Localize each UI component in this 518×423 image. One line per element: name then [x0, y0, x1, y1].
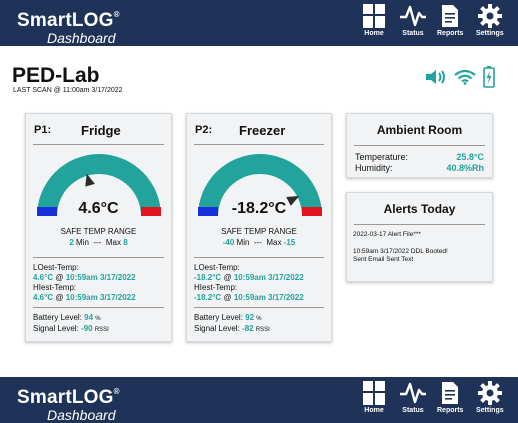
min-max-temps: LOest-Temp: -18.2°C @ 10:59am 3/17/2022 … — [194, 263, 304, 302]
ambient-humidity: Humidity: 40.8%Rh — [355, 163, 484, 173]
nav-home-button[interactable]: Home — [363, 4, 385, 37]
nav-settings-button[interactable]: Settings — [476, 381, 504, 414]
home-grid-icon — [363, 381, 385, 405]
device-levels: Battery Level: 94 % Signal Level: -90 RS… — [33, 313, 109, 333]
nav-settings-label: Settings — [476, 30, 504, 37]
temperature-gauge — [37, 154, 161, 216]
gauge-low-zone — [37, 207, 57, 216]
home-grid-icon — [363, 4, 385, 28]
nav-reports-label: Reports — [437, 30, 464, 37]
brand-name: SmartLOG — [17, 10, 114, 31]
probe-card-freezer[interactable]: P2: Freezer -18.2°C SAFE TEMP RANGE -40 … — [186, 113, 332, 342]
gauge-high-zone — [141, 207, 161, 216]
alert-file-line: 2022-03-17 Alert File*** — [353, 231, 421, 238]
alert-notify-line: Sent Email Sent Text — [353, 256, 414, 263]
nav-reports-label: Reports — [437, 407, 464, 414]
nav-status-label: Status — [402, 407, 424, 414]
battery-charging-icon[interactable] — [483, 66, 495, 88]
nav-status-label: Status — [402, 30, 424, 37]
brand-registered-mark: ® — [113, 10, 120, 19]
ambient-room-card[interactable]: Ambient Room Temperature: 25.8°C Humidity… — [346, 113, 493, 178]
probe-card-fridge[interactable]: P1: Fridge 4.6°C SAFE TEMP RANGE 2 Min -… — [25, 113, 172, 342]
gauge-needle — [85, 173, 95, 187]
safe-range-values: 2 Min --- Max 8 — [69, 238, 128, 247]
nav-settings-label: Settings — [476, 407, 504, 414]
nav-reports-button[interactable]: Reports — [437, 381, 463, 414]
status-icons — [425, 66, 495, 88]
brand-logo[interactable]: SmartLOG® Dashboard — [17, 382, 120, 422]
bottom-footer-bar: SmartLOG® Dashboard Home Status Reports — [0, 377, 518, 423]
probe-name: Fridge — [81, 123, 121, 138]
ambient-temperature: Temperature: 25.8°C — [355, 152, 484, 162]
wifi-icon[interactable] — [454, 69, 476, 85]
nav-reports-button[interactable]: Reports — [437, 4, 463, 37]
gauge-low-zone — [198, 207, 218, 216]
safe-range-values: -40 Min --- Max -15 — [222, 238, 296, 247]
page-title: PED-Lab — [12, 64, 100, 87]
gauge-needle — [286, 196, 300, 206]
gauge-high-zone — [302, 207, 322, 216]
probe-reading: -18.2°C — [231, 200, 287, 217]
nav-home-label: Home — [364, 30, 384, 37]
min-max-temps: LOest-Temp: 4.6°C @ 10:59am 3/17/2022 HI… — [33, 263, 136, 302]
pulse-icon — [400, 5, 426, 27]
speaker-icon[interactable] — [425, 69, 447, 85]
probe-id: P1: — [34, 124, 52, 136]
brand-subtitle: Dashboard — [47, 30, 116, 46]
last-scan-text: LAST SCAN @ 11:00am 3/17/2022 — [13, 87, 123, 94]
probe-id: P2: — [195, 124, 213, 136]
gear-icon — [477, 4, 502, 28]
alert-boot-line: 10:59am 3/17/2022 DDL Booted! — [353, 248, 448, 255]
probe-name: Freezer — [239, 123, 286, 138]
nav-status-button[interactable]: Status — [399, 381, 427, 414]
device-levels: Battery Level: 92 % Signal Level: -82 RS… — [194, 313, 270, 333]
alerts-title: Alerts Today — [383, 202, 456, 216]
brand-logo[interactable]: SmartLOG® Dashboard — [17, 5, 120, 45]
alerts-card[interactable]: Alerts Today 2022-03-17 Alert File*** 10… — [346, 192, 493, 282]
brand-registered-mark: ® — [113, 387, 120, 396]
ambient-title: Ambient Room — [376, 123, 463, 137]
report-document-icon — [442, 5, 459, 27]
report-document-icon — [442, 382, 459, 404]
brand-name: SmartLOG — [17, 387, 114, 408]
nav-home-label: Home — [364, 407, 384, 414]
gear-icon — [477, 381, 502, 405]
probe-reading: 4.6°C — [78, 200, 119, 217]
safe-range-title: SAFE TEMP RANGE — [60, 227, 137, 236]
pulse-icon — [400, 382, 426, 404]
top-header-bar: SmartLOG® Dashboard Home Status Reports — [0, 0, 518, 46]
temperature-gauge — [198, 154, 322, 216]
safe-range-title: SAFE TEMP RANGE — [221, 227, 297, 236]
nav-settings-button[interactable]: Settings — [476, 4, 504, 37]
nav-home-button[interactable]: Home — [363, 381, 385, 414]
nav-status-button[interactable]: Status — [399, 4, 427, 37]
brand-subtitle: Dashboard — [47, 407, 116, 423]
